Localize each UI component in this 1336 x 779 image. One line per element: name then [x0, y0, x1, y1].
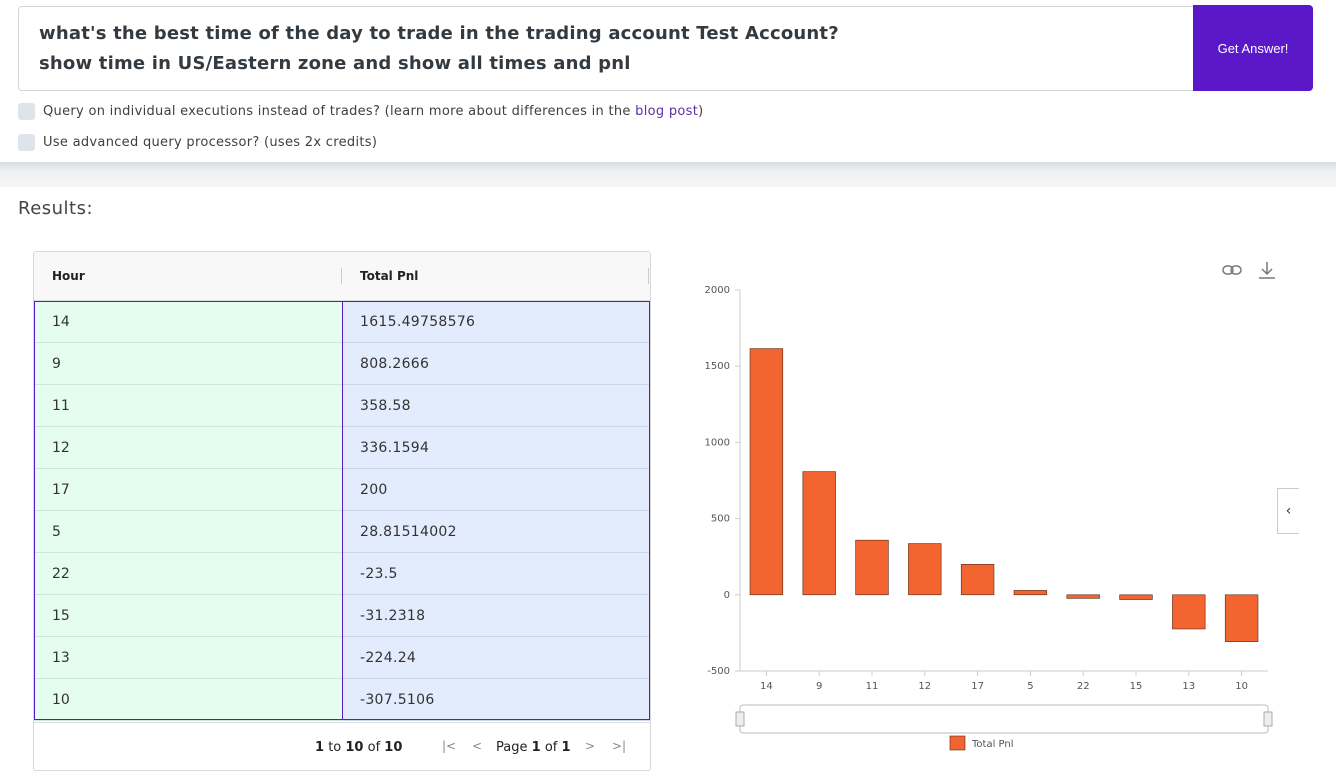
- table-row[interactable]: 11 358.58: [34, 385, 650, 427]
- section-divider: [0, 162, 1336, 187]
- previous-page-icon[interactable]: <: [472, 739, 483, 753]
- bar: [1119, 594, 1153, 600]
- x-tick-label: 9: [816, 681, 822, 692]
- link-icon[interactable]: [1222, 260, 1242, 284]
- query-panel: what's the best time of the day to trade…: [0, 0, 1336, 162]
- legend-swatch: [949, 735, 966, 751]
- cell-hour[interactable]: 9: [34, 343, 342, 385]
- bar: [749, 348, 784, 596]
- executions-option[interactable]: Query on individual executions instead o…: [18, 101, 704, 121]
- download-icon[interactable]: [1257, 260, 1277, 284]
- y-tick-label: 500: [711, 514, 730, 525]
- cell-total-pnl[interactable]: -224.24: [342, 637, 650, 679]
- advanced-checkbox[interactable]: [18, 133, 35, 151]
- cell-total-pnl[interactable]: -307.5106: [342, 679, 650, 721]
- y-tick-label: -500: [707, 666, 730, 677]
- cell-total-pnl[interactable]: 28.81514002: [342, 511, 650, 553]
- x-tick-label: 13: [1182, 681, 1195, 692]
- pnl-bar-chart: -500 0 500 1000 1500 2000 14 9 11 12 17 5 22 15 13 10 To…: [705, 285, 1273, 751]
- table-row[interactable]: 9 808.2666: [34, 343, 650, 385]
- y-tick-label: 1000: [705, 437, 730, 448]
- table-row[interactable]: 14 1615.49758576: [34, 301, 650, 343]
- advanced-label: Use advanced query processor? (uses 2x c…: [43, 134, 378, 150]
- x-tick-label: 12: [918, 681, 931, 692]
- advanced-option[interactable]: Use advanced query processor? (uses 2x c…: [18, 132, 377, 152]
- bar: [1224, 594, 1259, 642]
- results-heading: Results:: [18, 198, 94, 219]
- x-tick-label: 5: [1027, 681, 1033, 692]
- cell-hour[interactable]: 10: [34, 679, 342, 721]
- bar: [855, 539, 889, 596]
- last-page-icon[interactable]: >|: [612, 739, 627, 753]
- chevron-left-icon[interactable]: ‹: [1277, 488, 1299, 534]
- table-row[interactable]: 17 200: [34, 469, 650, 511]
- cell-total-pnl[interactable]: 808.2666: [342, 343, 650, 385]
- first-page-icon[interactable]: |<: [442, 739, 457, 753]
- x-tick-label: 15: [1130, 681, 1143, 692]
- page-indicator: Page 1 of 1: [496, 740, 571, 755]
- y-tick-label: 1500: [705, 361, 730, 372]
- table-row[interactable]: 5 28.81514002: [34, 511, 650, 553]
- column-header-hour[interactable]: Hour: [52, 269, 85, 283]
- table-row[interactable]: 10 -307.5106: [34, 679, 650, 721]
- cell-hour[interactable]: 11: [34, 385, 342, 427]
- bar: [802, 471, 836, 596]
- table-row[interactable]: 22 -23.5: [34, 553, 650, 595]
- get-answer-button[interactable]: Get Answer!: [1193, 5, 1313, 91]
- bar: [908, 543, 942, 596]
- cell-hour[interactable]: 5: [34, 511, 342, 553]
- bar: [1066, 594, 1100, 599]
- cell-total-pnl[interactable]: 200: [342, 469, 650, 511]
- table-pager: 1 to 10 of 10 |< < Page 1 of 1 > >|: [34, 722, 650, 770]
- bar: [1172, 594, 1206, 630]
- zoom-slider: [739, 704, 1269, 734]
- y-tick-label: 2000: [705, 285, 730, 296]
- cell-hour[interactable]: 12: [34, 427, 342, 469]
- y-tick-label: 0: [724, 590, 730, 601]
- bar: [1013, 590, 1048, 596]
- row-count-summary: 1 to 10 of 10: [315, 740, 403, 755]
- column-separator[interactable]: [648, 268, 649, 284]
- executions-checkbox[interactable]: [18, 102, 35, 120]
- table-row[interactable]: 12 336.1594: [34, 427, 650, 469]
- cell-total-pnl[interactable]: 1615.49758576: [342, 301, 650, 343]
- cell-total-pnl[interactable]: -31.2318: [342, 595, 650, 637]
- executions-label: Query on individual executions instead o…: [43, 103, 704, 119]
- results-table: Hour Total Pnl 14 1615.49758576 9 808.2666 1…: [33, 251, 651, 771]
- zoom-handle-right: [1263, 711, 1273, 727]
- blog-post-link[interactable]: blog post: [635, 103, 699, 119]
- cell-total-pnl[interactable]: 336.1594: [342, 427, 650, 469]
- x-tick-label: 10: [1235, 681, 1248, 692]
- column-separator[interactable]: [341, 268, 342, 284]
- cell-total-pnl[interactable]: 358.58: [342, 385, 650, 427]
- x-tick-label: 11: [866, 681, 879, 692]
- cell-hour[interactable]: 14: [34, 301, 342, 343]
- bar: [960, 564, 995, 596]
- query-input[interactable]: what's the best time of the day to trade…: [18, 6, 1194, 91]
- column-header-total-pnl[interactable]: Total Pnl: [360, 269, 419, 283]
- next-page-icon[interactable]: >: [585, 739, 596, 753]
- cell-total-pnl[interactable]: -23.5: [342, 553, 650, 595]
- table-body: 14 1615.49758576 9 808.2666 11 358.58 12 336.15…: [34, 301, 650, 721]
- x-tick-label: 22: [1077, 681, 1090, 692]
- table-header: Hour Total Pnl: [34, 252, 650, 301]
- table-row[interactable]: 13 -224.24: [34, 637, 650, 679]
- cell-hour[interactable]: 17: [34, 469, 342, 511]
- legend-label: Total Pnl: [971, 739, 1014, 750]
- zoom-handle-left: [735, 711, 745, 727]
- cell-hour[interactable]: 13: [34, 637, 342, 679]
- table-row[interactable]: 15 -31.2318: [34, 595, 650, 637]
- cell-hour[interactable]: 15: [34, 595, 342, 637]
- x-tick-label: 14: [760, 681, 773, 692]
- cell-hour[interactable]: 22: [34, 553, 342, 595]
- x-tick-label: 17: [971, 681, 984, 692]
